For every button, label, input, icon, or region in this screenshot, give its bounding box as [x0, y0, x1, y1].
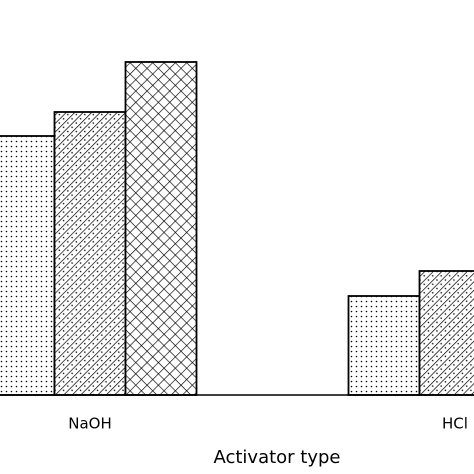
bar — [418, 270, 474, 396]
x-axis-label: Activator type — [213, 447, 340, 468]
bar — [0, 135, 56, 396]
x-tick-label: HCl — [442, 415, 468, 433]
bars — [0, 61, 474, 396]
x-tick-label: NaOH — [68, 415, 112, 433]
bar — [53, 111, 127, 396]
bar — [124, 61, 198, 396]
bar — [347, 295, 421, 396]
